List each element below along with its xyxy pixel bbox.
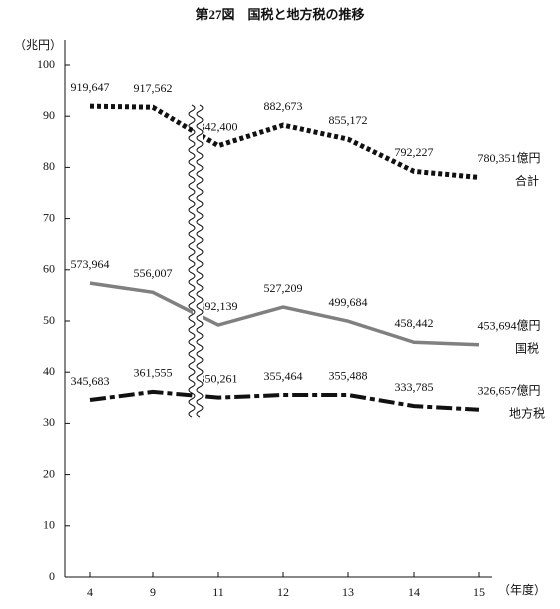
value-label: 573,964 bbox=[71, 257, 110, 271]
axis-break-line bbox=[188, 104, 196, 418]
y-tick-label: 100 bbox=[37, 57, 55, 71]
y-tick-label: 10 bbox=[43, 518, 55, 532]
y-tick-label: 40 bbox=[43, 364, 55, 378]
y-tick-label: 30 bbox=[43, 415, 55, 429]
x-tick-label: 4 bbox=[87, 585, 93, 599]
value-label: 492,139 bbox=[199, 299, 238, 313]
y-tick-label: 70 bbox=[43, 210, 55, 224]
value-label: 556,007 bbox=[134, 266, 173, 280]
value-label: 919,647 bbox=[71, 80, 110, 94]
y-tick-label: 90 bbox=[43, 108, 55, 122]
value-label: 882,673 bbox=[264, 99, 303, 113]
series-name: 地方税 bbox=[509, 406, 545, 421]
value-label: 355,464 bbox=[264, 369, 303, 383]
value-label: 917,562 bbox=[134, 81, 173, 95]
chart-title: 第27図 国税と地方税の推移 bbox=[195, 7, 364, 22]
x-tick-label: 15 bbox=[473, 585, 485, 599]
y-tick-label: 50 bbox=[43, 313, 55, 327]
x-tick-label: 9 bbox=[150, 585, 156, 599]
y-tick-label: 0 bbox=[49, 569, 55, 583]
y-tick-label: 20 bbox=[43, 466, 55, 480]
value-label: 361,555 bbox=[134, 366, 173, 380]
value-label: 499,684 bbox=[329, 295, 368, 309]
axis-break-line bbox=[196, 104, 204, 418]
y-tick-label: 60 bbox=[43, 262, 55, 276]
series-name: 国税 bbox=[515, 341, 539, 355]
value-label: 527,209 bbox=[264, 281, 303, 295]
y-tick-label: 80 bbox=[43, 159, 55, 173]
value-label: 780,351億円 bbox=[477, 151, 540, 165]
series-line bbox=[89, 389, 480, 412]
value-label: 453,694億円 bbox=[477, 318, 540, 332]
x-tick-label: 12 bbox=[277, 585, 289, 599]
series-line bbox=[89, 103, 480, 180]
x-tick-label: 14 bbox=[408, 585, 420, 599]
value-label: 350,261 bbox=[199, 371, 238, 385]
value-label: 458,442 bbox=[395, 316, 434, 330]
x-tick-label: 11 bbox=[212, 585, 224, 599]
value-label: 326,657億円 bbox=[477, 384, 540, 398]
y-axis-label: （兆円） bbox=[14, 38, 62, 52]
value-label: 333,785 bbox=[395, 380, 434, 394]
value-label: 792,227 bbox=[395, 145, 434, 159]
value-label: 842,400 bbox=[199, 119, 238, 133]
value-label: 345,683 bbox=[71, 374, 110, 388]
series-line bbox=[89, 281, 480, 347]
value-label: 355,488 bbox=[329, 369, 368, 383]
x-tick-label: 13 bbox=[342, 585, 354, 599]
value-label: 855,172 bbox=[329, 113, 368, 127]
series-name: 合計 bbox=[515, 173, 539, 188]
x-axis-label: （年度） bbox=[498, 582, 546, 597]
